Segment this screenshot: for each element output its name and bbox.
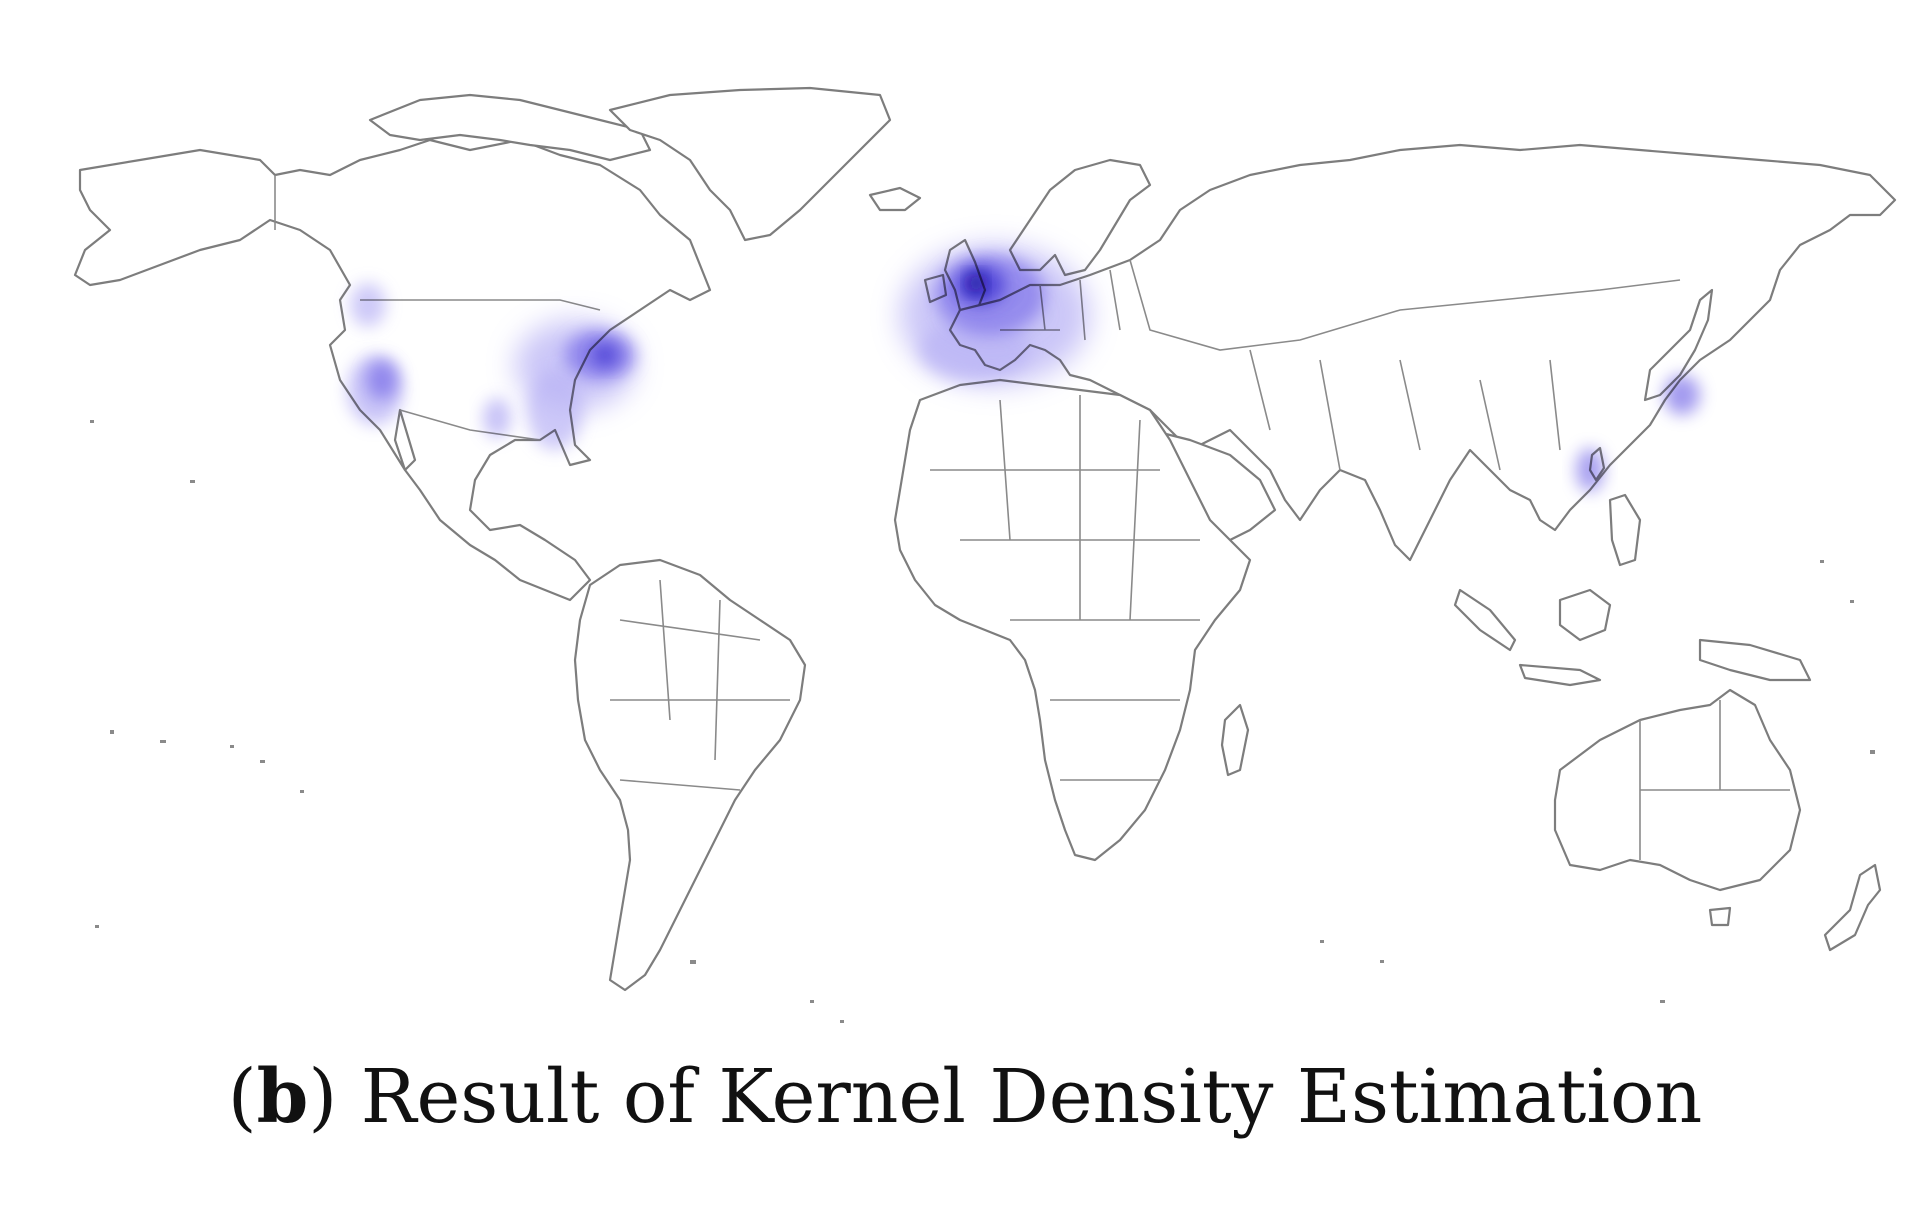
eurasia <box>948 143 1897 562</box>
madagascar <box>1220 703 1250 777</box>
africa-borders <box>930 395 1200 781</box>
indonesia-sumatra <box>1453 588 1517 652</box>
new-guinea <box>1698 638 1812 682</box>
us-mexico-border <box>399 409 541 441</box>
pacific-islets <box>90 420 1875 1023</box>
iceland <box>868 186 922 212</box>
asia-borders <box>1249 349 1561 471</box>
caption-close-paren: ) <box>308 1054 338 1140</box>
australia-borders <box>1639 700 1790 860</box>
new-zealand <box>1823 863 1882 952</box>
continents <box>73 86 1897 992</box>
hotspot-western-europe <box>900 245 1090 385</box>
hotspot-eastern-us <box>515 320 635 450</box>
south-america <box>573 558 807 992</box>
arctic-islands <box>368 93 652 162</box>
hotspot-us-west-coast <box>347 283 403 425</box>
density-layer <box>347 245 1700 492</box>
greenland <box>608 86 892 242</box>
caption-text: Result of Kernel Density Estimation <box>360 1054 1703 1140</box>
us-canada-border <box>360 299 601 311</box>
hotspot-texas <box>483 398 511 438</box>
philippines <box>1608 493 1642 567</box>
tasmania <box>1708 906 1732 927</box>
japan <box>1643 288 1714 402</box>
indonesia-java <box>1518 663 1602 687</box>
south-america-borders <box>610 579 790 791</box>
hotspot-japan <box>1664 375 1700 415</box>
world-map <box>73 86 1897 1023</box>
indonesia-borneo <box>1558 588 1612 642</box>
caption-open-paren: ( <box>227 1054 257 1140</box>
russia-border <box>1129 259 1681 351</box>
figure-caption: (b) Result of Kernel Density Estimation <box>0 1060 1930 1134</box>
hotspot-taiwan <box>1576 448 1604 492</box>
caption-letter: b <box>256 1054 309 1140</box>
